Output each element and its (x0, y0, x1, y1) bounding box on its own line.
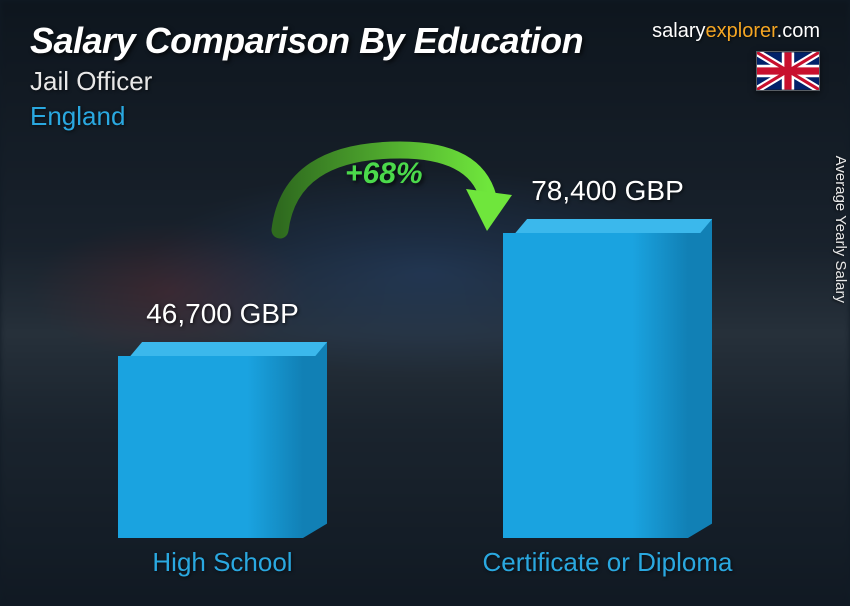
content-layer: Salary Comparison By Education Jail Offi… (0, 0, 850, 606)
bar-front-face (118, 356, 303, 538)
subtitle: Jail Officer (30, 66, 652, 97)
brand-column: salaryexplorer.com (652, 20, 820, 91)
category-label: Certificate or Diploma (468, 547, 748, 578)
brand-logo: salaryexplorer.com (652, 20, 820, 43)
title-block: Salary Comparison By Education Jail Offi… (30, 20, 652, 132)
bar-value-label: 78,400 GBP (531, 175, 684, 207)
brand-suffix: .com (777, 20, 820, 42)
bar-side-face (688, 219, 712, 538)
y-axis-label: Average Yearly Salary (832, 156, 849, 303)
bar-top-face (130, 342, 327, 356)
category-label: High School (83, 547, 363, 578)
bar-3d (503, 219, 712, 538)
bar-side-face (303, 342, 327, 538)
main-title: Salary Comparison By Education (30, 20, 652, 62)
bar-3d (118, 342, 327, 538)
brand-part2: explorer (706, 20, 777, 42)
bars-row: 46,700 GBP 78,400 GBP (30, 178, 800, 538)
region-label: England (30, 101, 652, 132)
flag-icon (756, 51, 820, 91)
chart-area: 46,700 GBP 78,400 GBP High School Certific… (30, 150, 800, 578)
bar-value-label: 46,700 GBP (146, 298, 299, 330)
bar-front-face (503, 233, 688, 538)
brand-part1: salary (652, 20, 705, 42)
bar-top-face (515, 219, 712, 233)
bar-group: 46,700 GBP (83, 298, 363, 538)
flag-red-cross (757, 52, 819, 89)
header-row: Salary Comparison By Education Jail Offi… (30, 20, 820, 132)
category-labels-row: High School Certificate or Diploma (30, 547, 800, 578)
bar-group: 78,400 GBP (468, 175, 748, 538)
